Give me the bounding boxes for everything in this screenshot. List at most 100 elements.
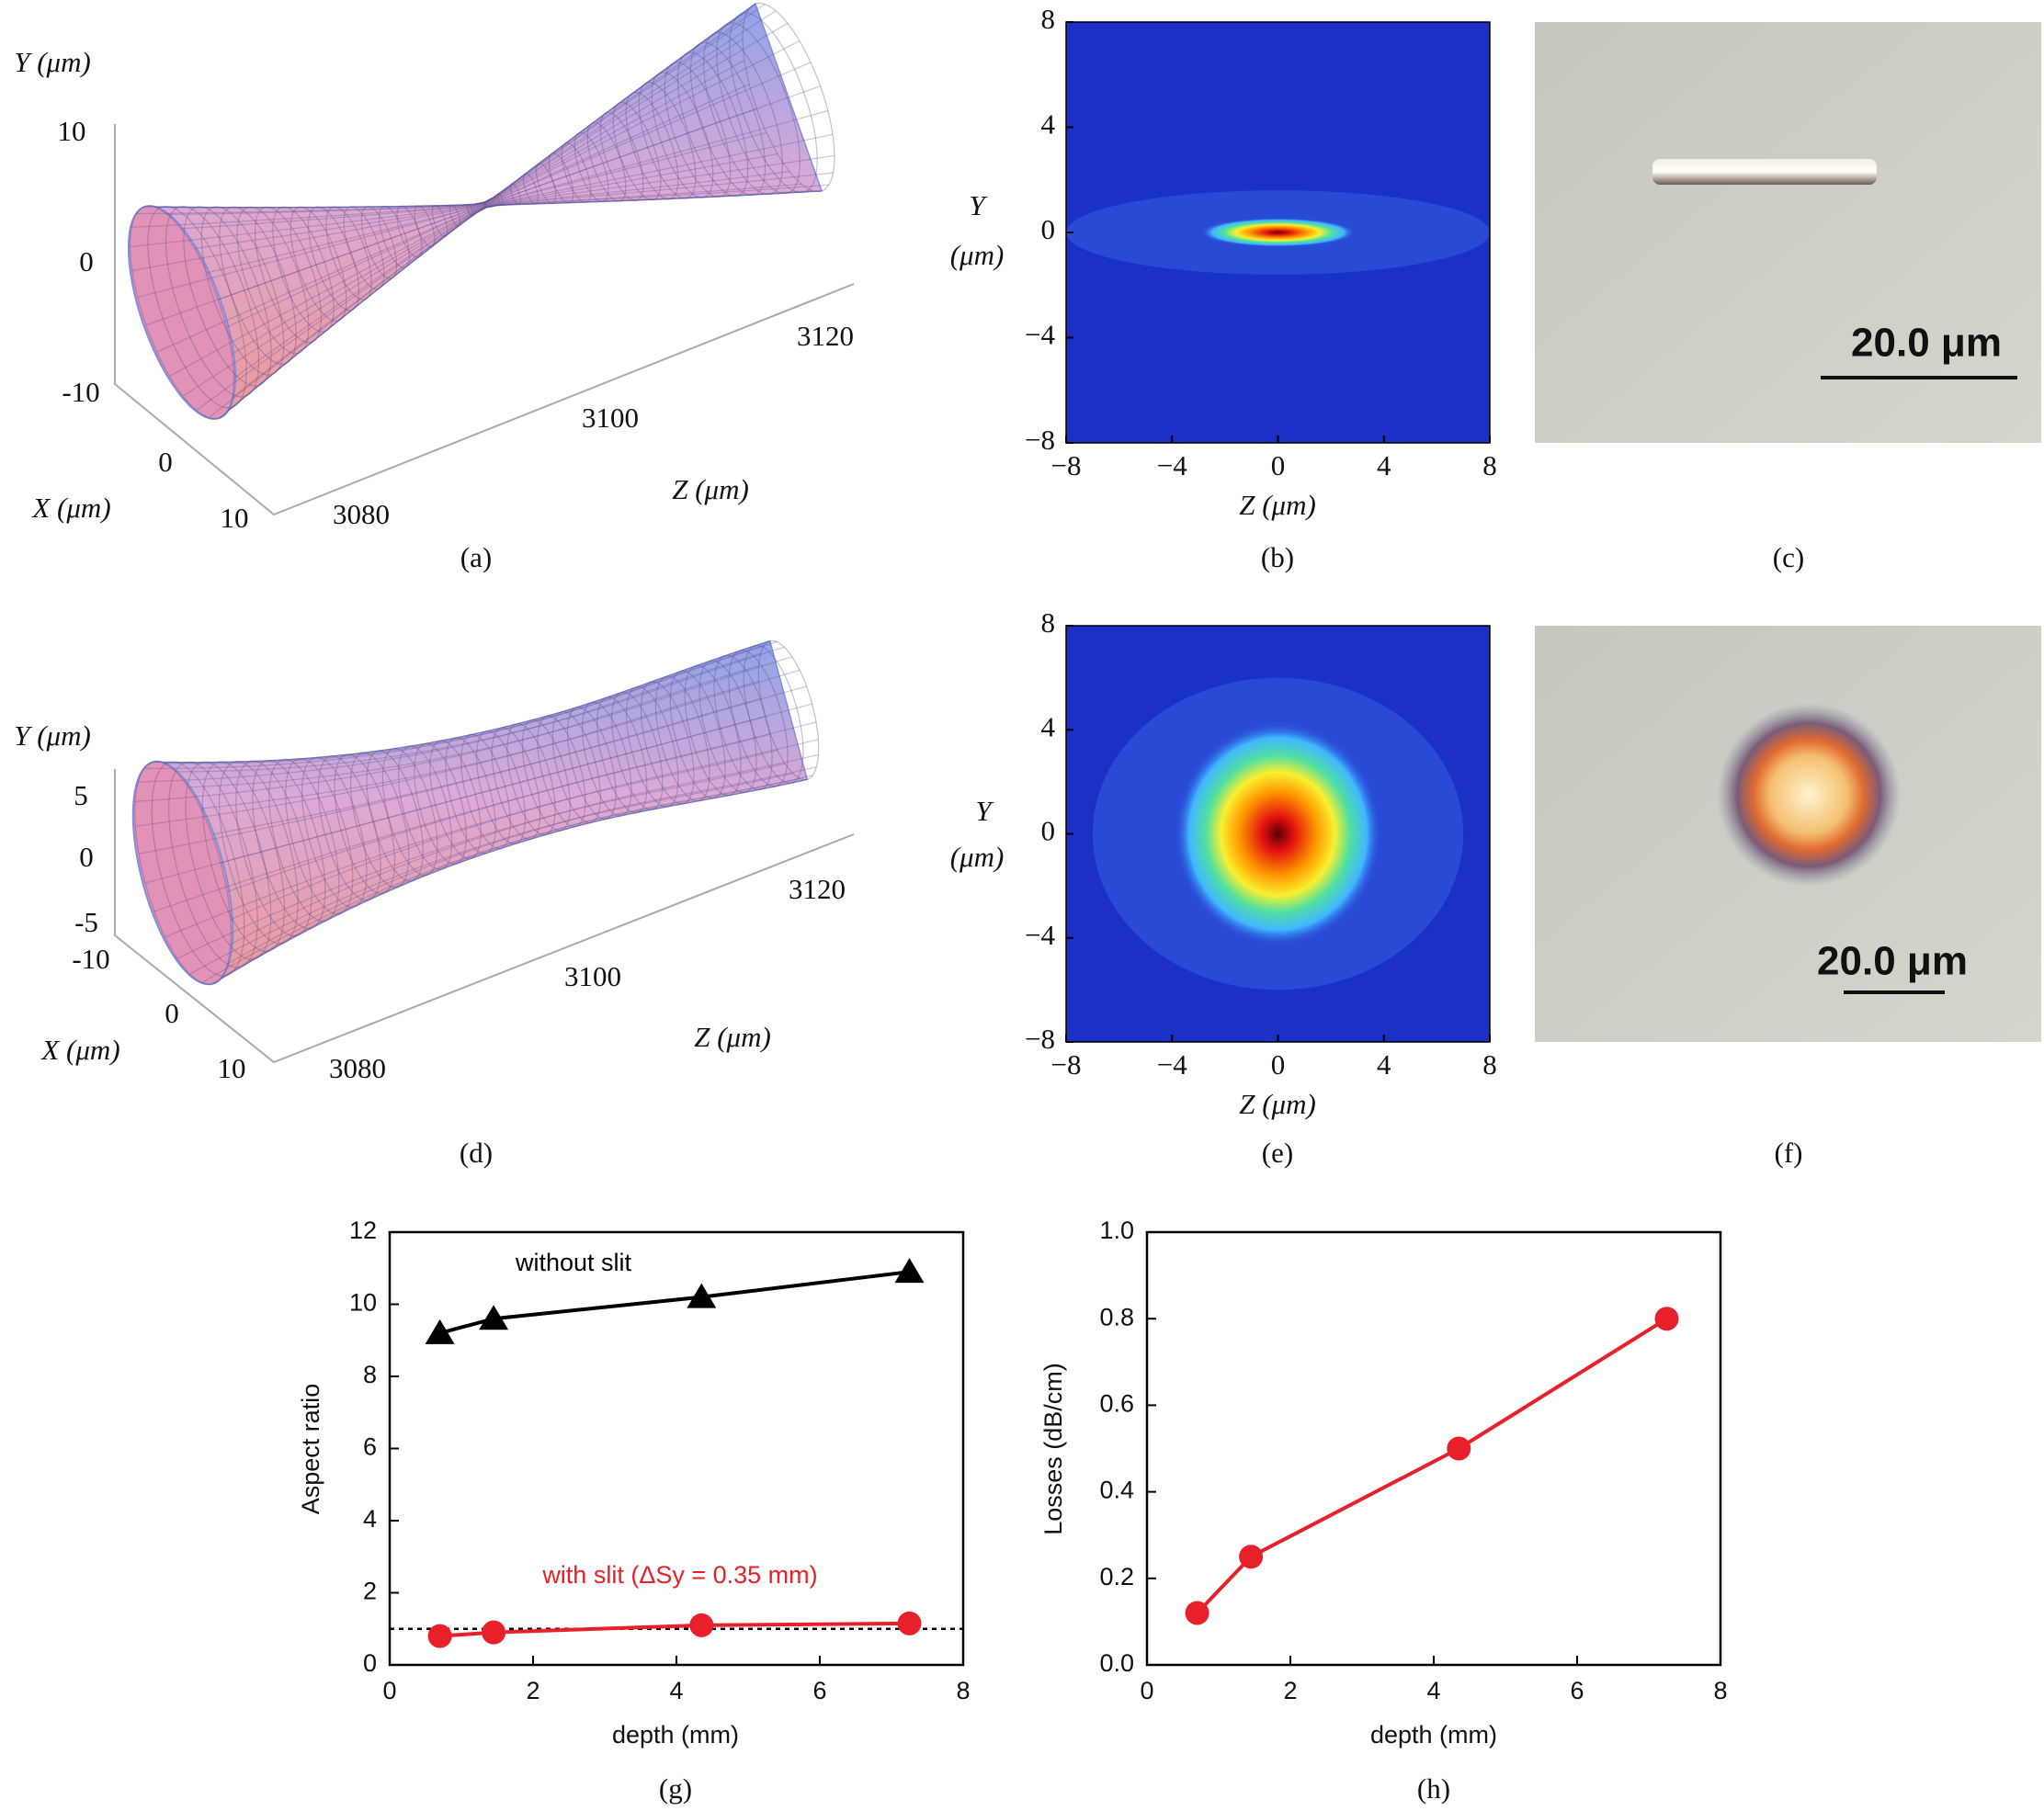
x-tick-label: 0 — [382, 1677, 396, 1704]
mesh-ring — [414, 205, 436, 248]
x-tick-label: −4 — [1157, 1048, 1187, 1081]
mesh-ring — [307, 206, 360, 311]
mesh-ring — [201, 761, 286, 953]
mesh-ring — [366, 750, 424, 882]
y-axis-label: Aspect ratio — [297, 1384, 324, 1515]
mesh-ring — [728, 650, 789, 787]
micrograph — [1535, 22, 2041, 443]
x-tick-label: −4 — [1157, 449, 1187, 481]
z-tick-label: 3100 — [582, 402, 639, 434]
marker — [482, 1620, 506, 1645]
mesh-ring — [317, 755, 381, 901]
mesh-ring — [379, 206, 410, 269]
y-tick-label: 6 — [363, 1433, 377, 1461]
mesh-line — [189, 773, 793, 975]
mesh-ring — [551, 710, 602, 823]
mesh-line — [182, 171, 790, 397]
panel-caption: (e) — [1262, 1137, 1293, 1169]
y-tick-label: 5 — [74, 779, 88, 811]
mesh-ring — [582, 701, 632, 817]
z-tick-label: 3120 — [797, 320, 854, 352]
y-axis-label: Y (μm) — [14, 46, 91, 78]
mesh-ring — [535, 163, 557, 204]
mesh-ring — [398, 745, 453, 870]
y-tick-label: 10 — [349, 1289, 377, 1317]
mesh-ring — [183, 206, 272, 387]
mesh-line — [220, 703, 812, 864]
mesh-ring — [669, 670, 726, 799]
y-tick-label: −4 — [1025, 319, 1055, 351]
y-tick-label: 0 — [363, 1649, 377, 1677]
y-tick-label: 4 — [363, 1505, 377, 1533]
y-tick-label: 0.0 — [1099, 1649, 1134, 1677]
panel-caption: (f) — [1775, 1137, 1803, 1169]
mesh-ring — [625, 91, 679, 200]
mesh-ring — [483, 201, 487, 209]
mesh-line — [226, 721, 817, 893]
mesh-line — [135, 680, 759, 827]
x-tick-label: 4 — [669, 1677, 683, 1704]
mesh-ring — [596, 696, 648, 813]
mesh-line — [144, 716, 766, 884]
x-axis-label: depth (mm) — [612, 1721, 739, 1749]
mesh-ring — [561, 142, 592, 203]
y-axis-label: Y — [969, 189, 987, 221]
mesh-line — [217, 85, 821, 300]
mesh-line — [167, 10, 777, 216]
marker — [1185, 1601, 1209, 1625]
y-tick-label: -5 — [74, 906, 98, 938]
x-tick-label: 4 — [1426, 1677, 1440, 1704]
marker — [427, 1624, 452, 1648]
mesh-ring — [254, 206, 323, 344]
x-tick-label: 8 — [1482, 449, 1497, 481]
panel-caption: (d) — [460, 1137, 493, 1169]
series-line — [1196, 1317, 1668, 1614]
x-axis-label: Z (μm) — [1239, 1088, 1316, 1120]
surface — [143, 3, 823, 420]
surface-end — [127, 205, 237, 420]
mesh-line — [227, 184, 829, 412]
mesh-ring — [651, 72, 714, 198]
mesh-ring — [252, 759, 326, 930]
mesh-ring — [129, 205, 235, 420]
x-tick-label: 0 — [1271, 449, 1286, 481]
mesh-ring — [235, 760, 312, 937]
series-label: without slit — [515, 1249, 632, 1276]
y-tick-label: 8 — [363, 1361, 377, 1388]
x-axis-label: Z (μm) — [1239, 489, 1316, 521]
mesh-ring — [134, 761, 232, 985]
mesh-line — [136, 9, 749, 215]
mesh-ring — [664, 62, 732, 198]
mesh-line — [153, 640, 770, 764]
mesh-ring — [702, 31, 784, 196]
y-tick-label: 2 — [363, 1578, 377, 1605]
mesh-line — [176, 646, 785, 773]
mesh-line — [165, 750, 778, 938]
mesh-line — [144, 644, 765, 769]
x-tick-label: 8 — [1713, 1677, 1727, 1704]
mesh-ring — [684, 665, 742, 797]
mesh-line — [211, 685, 807, 835]
mesh-ring — [290, 206, 347, 323]
y-axis-label: Losses (dB/cm) — [1039, 1363, 1067, 1535]
surface — [152, 640, 809, 985]
y-tick-label: 10 — [58, 115, 86, 147]
mesh-line — [188, 656, 792, 788]
mesh-ring — [334, 753, 395, 895]
mesh-line — [138, 697, 762, 855]
y-tick-label: 4 — [1041, 108, 1056, 141]
mesh-ring — [147, 205, 247, 409]
surface-end — [131, 760, 234, 986]
x-tick-label: 8 — [1482, 1048, 1497, 1081]
mesh-line — [219, 190, 823, 419]
mesh-ring — [151, 761, 245, 977]
y-tick-label: 0.4 — [1099, 1477, 1134, 1504]
x-tick-label: 2 — [1283, 1677, 1297, 1704]
x-tick-label: 6 — [1570, 1677, 1584, 1704]
mesh-line — [232, 172, 834, 399]
panel-caption: (b) — [1261, 541, 1294, 573]
mesh-line — [138, 652, 761, 783]
mesh-line — [196, 183, 802, 411]
marker — [1239, 1545, 1264, 1569]
scale-bar-label: 20.0 μm — [1851, 321, 2002, 366]
